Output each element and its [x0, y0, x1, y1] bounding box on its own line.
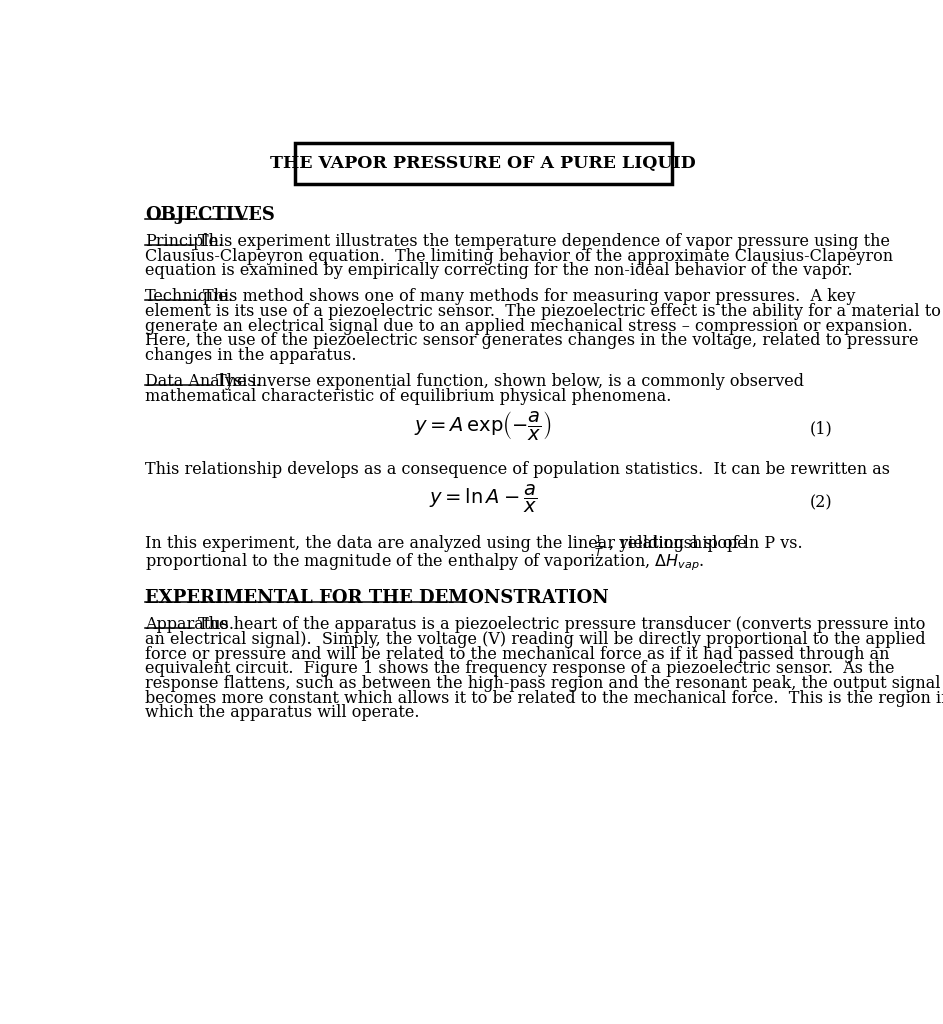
Text: In this experiment, the data are analyzed using the linear relationship of ln P : In this experiment, the data are analyze… — [145, 535, 808, 552]
Bar — [294, 143, 672, 184]
Text: (1): (1) — [810, 421, 833, 438]
Text: changes in the apparatus.: changes in the apparatus. — [145, 347, 356, 364]
Text: EXPERIMENTAL FOR THE DEMONSTRATION: EXPERIMENTAL FOR THE DEMONSTRATION — [145, 589, 609, 607]
Text: The inverse exponential function, shown below, is a commonly observed: The inverse exponential function, shown … — [216, 373, 804, 390]
Text: This experiment illustrates the temperature dependence of vapor pressure using t: This experiment illustrates the temperat… — [198, 233, 889, 250]
Text: equation is examined by empirically correcting for the non-ideal behavior of the: equation is examined by empirically corr… — [145, 262, 852, 280]
Text: Principle.: Principle. — [145, 233, 223, 250]
Text: $\frac{1}{T}$: $\frac{1}{T}$ — [594, 534, 604, 559]
Text: force or pressure and will be related to the mechanical force as if it had passe: force or pressure and will be related to… — [145, 646, 889, 663]
Text: equivalent circuit.  Figure 1 shows the frequency response of a piezoelectric se: equivalent circuit. Figure 1 shows the f… — [145, 660, 895, 677]
Text: This relationship develops as a consequence of population statistics.  It can be: This relationship develops as a conseque… — [145, 461, 890, 478]
Text: mathematical characteristic of equilibrium physical phenomena.: mathematical characteristic of equilibri… — [145, 388, 671, 404]
Text: proportional to the magnitude of the enthalpy of vaporization, $\Delta H_{vap}$.: proportional to the magnitude of the ent… — [145, 551, 704, 572]
Text: OBJECTIVES: OBJECTIVES — [145, 206, 274, 224]
Text: Clausius-Clapeyron equation.  The limiting behavior of the approximate Clausius-: Clausius-Clapeyron equation. The limitin… — [145, 248, 893, 264]
Text: element is its use of a piezoelectric sensor.  The piezoelectric effect is the a: element is its use of a piezoelectric se… — [145, 303, 941, 321]
Text: becomes more constant which allows it to be related to the mechanical force.  Th: becomes more constant which allows it to… — [145, 689, 943, 707]
Text: , yielding a slope: , yielding a slope — [609, 535, 747, 552]
Text: response flattens, such as between the high-pass region and the resonant peak, t: response flattens, such as between the h… — [145, 675, 940, 692]
Text: $y = \ln A - \dfrac{a}{x}$: $y = \ln A - \dfrac{a}{x}$ — [429, 483, 537, 515]
Text: Here, the use of the piezoelectric sensor generates changes in the voltage, rela: Here, the use of the piezoelectric senso… — [145, 333, 918, 349]
Text: generate an electrical signal due to an applied mechanical stress – compression : generate an electrical signal due to an … — [145, 317, 913, 335]
Text: Apparatus.: Apparatus. — [145, 616, 234, 634]
Text: This method shows one of many methods for measuring vapor pressures.  A key: This method shows one of many methods fo… — [203, 289, 855, 305]
Text: which the apparatus will operate.: which the apparatus will operate. — [145, 705, 420, 721]
Text: The heart of the apparatus is a piezoelectric pressure transducer (converts pres: The heart of the apparatus is a piezoele… — [198, 616, 925, 634]
Text: Technique.: Technique. — [145, 289, 234, 305]
Text: (2): (2) — [810, 495, 833, 512]
Text: an electrical signal).  Simply, the voltage (V) reading will be directly proport: an electrical signal). Simply, the volta… — [145, 631, 926, 648]
Text: THE VAPOR PRESSURE OF A PURE LIQUID: THE VAPOR PRESSURE OF A PURE LIQUID — [271, 156, 696, 172]
Text: $y = A\,\exp\!\left(-\dfrac{a}{x}\right)$: $y = A\,\exp\!\left(-\dfrac{a}{x}\right)… — [414, 409, 552, 442]
Text: Data Analysis.: Data Analysis. — [145, 373, 261, 390]
